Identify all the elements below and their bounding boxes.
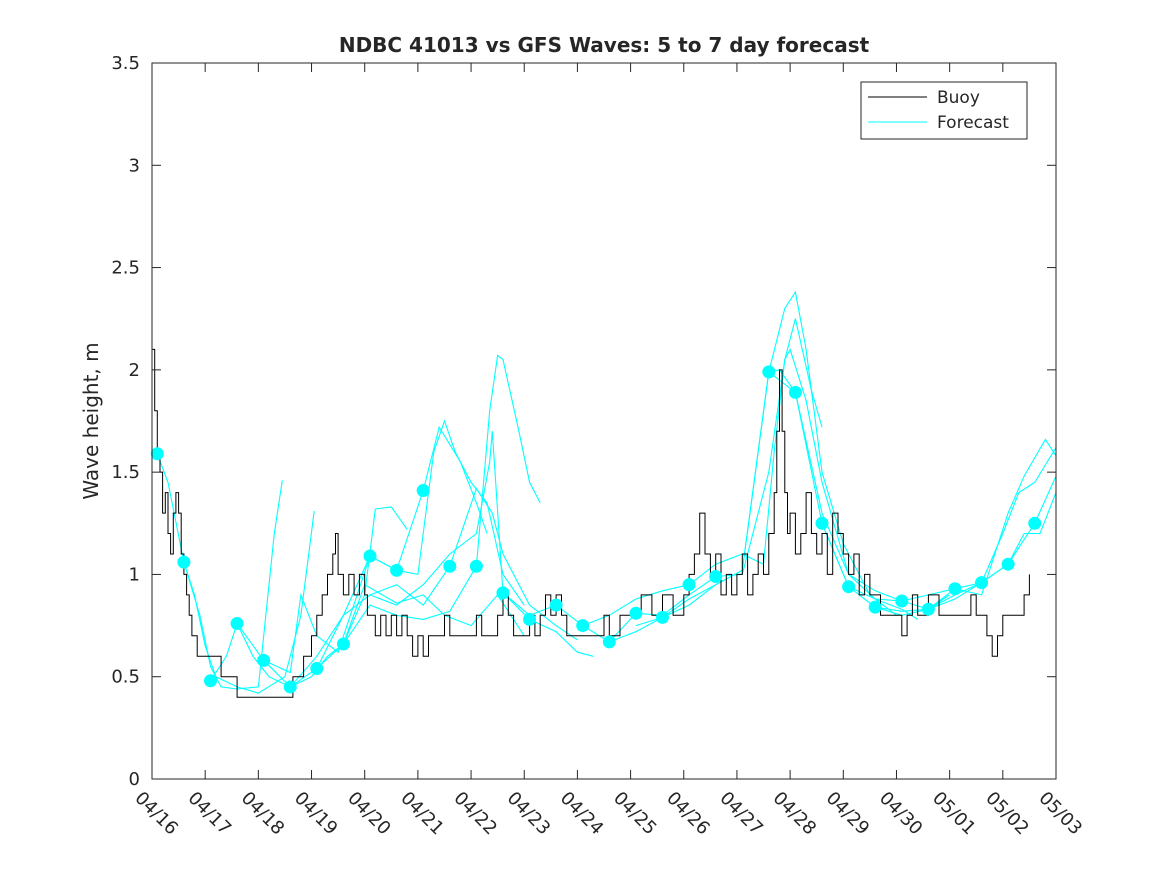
forecast-marker (150, 447, 164, 461)
forecast-marker (815, 516, 829, 530)
legend-box (860, 81, 1028, 140)
y-tick-label: 3 (129, 155, 140, 176)
y-axis: 0 0.5 1 1.5 2 2.5 3 3.5 (111, 53, 1056, 790)
forecast-marker (230, 617, 244, 631)
y-tick-label: 2.5 (111, 258, 140, 279)
forecast-marker (1001, 557, 1015, 571)
y-tick-label: 1.5 (111, 462, 140, 483)
legend-buoy-label: Buoy (937, 88, 980, 108)
forecast-markers (150, 365, 1042, 694)
forecast-marker (363, 549, 377, 563)
forecast-marker (416, 484, 430, 498)
forecast-line (316, 487, 578, 669)
forecast-line (768, 371, 1057, 602)
forecast-marker (975, 576, 989, 590)
forecast-marker (788, 385, 802, 399)
axes-background (152, 63, 1056, 779)
forecast-line (502, 318, 823, 627)
forecast-marker (283, 680, 297, 694)
forecast-marker (523, 612, 537, 626)
plot-area (150, 62, 1057, 780)
chart-title: NDBC 41013 vs GFS Waves: 5 to 7 day fore… (339, 33, 870, 57)
forecast-marker (336, 637, 350, 651)
forecast-marker (682, 578, 696, 592)
forecast-line (635, 369, 950, 627)
forecast-line (342, 354, 541, 645)
forecast-marker (948, 582, 962, 596)
forecast-marker (177, 555, 191, 569)
axes-box (151, 62, 1057, 780)
forecast-marker (602, 635, 616, 649)
forecast-marker (443, 559, 457, 573)
y-tick-label: 1 (129, 564, 140, 585)
forecast-marker (310, 662, 324, 676)
forecast-line (875, 438, 1057, 616)
y-axis-label: Wave height, m (79, 342, 103, 499)
forecast-marker (709, 569, 723, 583)
y-tick-label: 2 (129, 360, 140, 381)
legend-forecast-label: Forecast (937, 113, 1009, 133)
forecast-marker (203, 674, 217, 688)
legend: Buoy Forecast (860, 81, 1028, 140)
forecast-marker (549, 598, 563, 612)
y-tick-label: 0.5 (111, 667, 140, 688)
forecast-marker (868, 600, 882, 614)
forecast-marker (390, 563, 404, 577)
forecast-marker (921, 602, 935, 616)
forecast-line (369, 431, 594, 657)
forecast-marker (469, 559, 483, 573)
forecast-marker (576, 619, 590, 633)
forecast-marker (496, 586, 510, 600)
y-tick-label: 3.5 (111, 53, 140, 74)
forecast-marker (1028, 516, 1042, 530)
forecast-marker (629, 606, 643, 620)
forecast-marker (895, 594, 909, 608)
y-tick-label: 0 (129, 769, 140, 790)
forecast-marker (762, 365, 776, 379)
forecast-marker (257, 653, 271, 667)
forecast-marker (842, 580, 856, 594)
forecast-line (608, 347, 918, 643)
forecast-marker (655, 610, 669, 624)
